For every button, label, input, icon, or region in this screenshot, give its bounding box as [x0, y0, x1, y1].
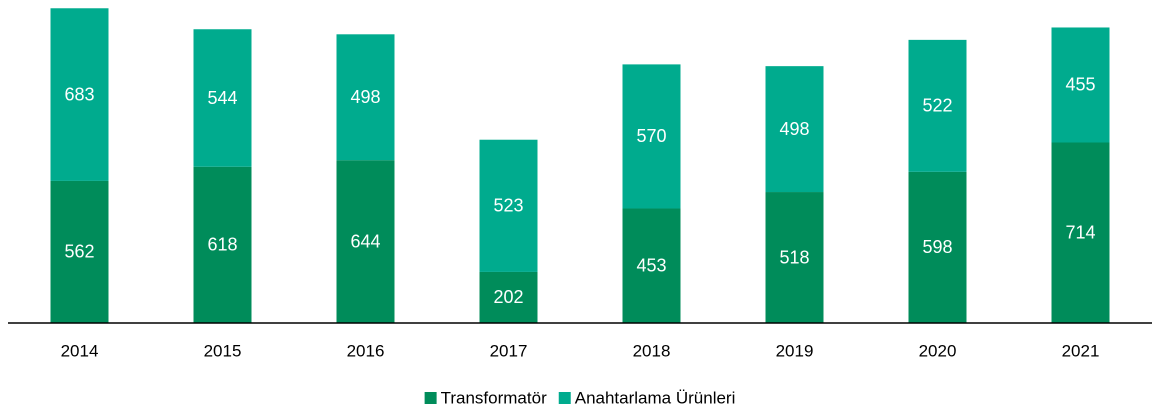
bar-segment [479, 139, 538, 272]
legend-swatch [558, 392, 571, 404]
data-label: 518 [779, 247, 809, 267]
data-label: 498 [779, 119, 809, 139]
bar-segment [765, 192, 824, 323]
bar-segment [622, 208, 681, 323]
bar-segment [479, 271, 538, 323]
x-tick-label: 2021 [1062, 341, 1100, 360]
legend-swatch [424, 392, 437, 404]
bar-segment [765, 66, 824, 193]
legend-label: Anahtarlama Ürünleri [575, 388, 736, 407]
x-tick-label: 2018 [633, 341, 671, 360]
bar-segment [50, 8, 109, 181]
data-label: 644 [350, 231, 380, 251]
bar-segment [193, 29, 252, 167]
bar-segment [908, 39, 967, 172]
data-label: 453 [636, 255, 666, 275]
data-label: 498 [350, 87, 380, 107]
data-label: 618 [207, 235, 237, 255]
bar-segment [193, 166, 252, 323]
data-label: 522 [922, 96, 952, 116]
data-label: 202 [493, 287, 523, 307]
x-tick-label: 2017 [490, 341, 528, 360]
bar-segment [336, 34, 395, 161]
data-label: 523 [493, 196, 523, 216]
data-label: 455 [1065, 75, 1095, 95]
legend-label: Transformatör [441, 388, 547, 407]
data-label: 714 [1065, 223, 1095, 243]
x-tick-label: 2016 [347, 341, 385, 360]
bar-segment [908, 171, 967, 323]
bar-segment [50, 180, 109, 323]
x-tick-label: 2020 [919, 341, 957, 360]
bar-segment [1051, 142, 1110, 323]
x-tick-label: 2014 [61, 341, 99, 360]
bar-segment [622, 64, 681, 209]
data-label: 683 [64, 84, 94, 104]
bar-segment [1051, 27, 1110, 143]
data-label: 544 [207, 88, 237, 108]
bar-segment [336, 160, 395, 323]
x-tick-label: 2015 [204, 341, 242, 360]
data-label: 598 [922, 237, 952, 257]
data-label: 570 [636, 126, 666, 146]
x-tick-label: 2019 [776, 341, 814, 360]
data-label: 562 [64, 242, 94, 262]
